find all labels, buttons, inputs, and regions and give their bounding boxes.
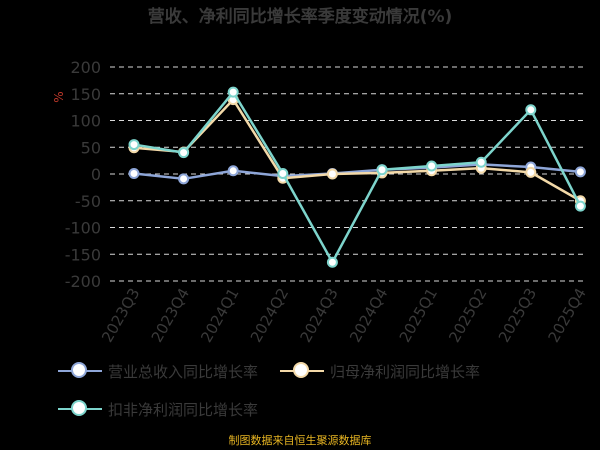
legend-label-revenue: 营业总收入同比增长率 (108, 362, 259, 381)
data-point[interactable] (326, 168, 338, 180)
data-point[interactable] (525, 166, 537, 178)
data-point[interactable] (227, 165, 239, 177)
x-tick-label: 2025Q4 (545, 285, 590, 346)
data-point[interactable] (178, 147, 190, 159)
data-point[interactable] (376, 164, 388, 176)
data-point[interactable] (178, 173, 190, 185)
x-tick-label: 2025Q3 (495, 285, 540, 346)
chart-title: 营收、净利同比增长率季度变动情况(%) (148, 6, 453, 27)
data-point[interactable] (326, 256, 338, 268)
series-line-0 (133, 163, 581, 181)
y-tick-label: 200 (70, 58, 101, 77)
legend: 营业总收入同比增长率 归母净利润同比增长率 扣非净利润同比增长率 (58, 352, 578, 428)
y-axis-unit-label: % (52, 91, 66, 102)
x-tick-label: 2025Q2 (445, 285, 490, 346)
x-tick-label: 2024Q1 (197, 285, 242, 346)
x-tick-label: 2024Q2 (247, 285, 292, 346)
source-footer: 制图数据来自恒生聚源数据库 (228, 434, 372, 447)
legend-marker-revenue (58, 361, 102, 381)
y-tick-label: -50 (75, 192, 101, 211)
y-tick-label: -200 (65, 272, 101, 291)
legend-item-revenue[interactable]: 营业总收入同比增长率 (58, 361, 258, 382)
x-tick-label: 2025Q1 (396, 285, 441, 346)
legend-item-net-profit[interactable]: 归母净利润同比增长率 (280, 361, 480, 382)
series-line-2 (133, 90, 582, 264)
y-tick-label: 150 (70, 85, 101, 104)
y-tick-label: 100 (70, 112, 101, 131)
x-tick-label: 2024Q3 (297, 285, 342, 346)
legend-marker-deducted-profit (58, 399, 102, 419)
y-tick-label: -100 (65, 219, 101, 238)
data-point[interactable] (525, 104, 537, 116)
y-tick-label: -150 (65, 245, 101, 264)
data-point[interactable] (426, 160, 438, 172)
legend-label-net-profit: 归母净利润同比增长率 (330, 362, 481, 381)
series-line-1 (133, 98, 582, 202)
legend-marker-net-profit (280, 361, 325, 381)
legend-item-deducted-profit[interactable]: 扣非净利润同比增长率 (58, 399, 258, 420)
y-tick-label: 0 (91, 165, 101, 184)
data-point[interactable] (574, 200, 586, 212)
data-point[interactable] (574, 166, 586, 178)
data-point[interactable] (128, 167, 140, 179)
legend-label-deducted-profit: 扣非净利润同比增长率 (108, 400, 259, 419)
x-tick-label: 2023Q4 (148, 285, 193, 346)
data-point[interactable] (475, 156, 487, 168)
x-tick-label: 2024Q4 (346, 285, 391, 346)
y-tick-label: 50 (81, 138, 101, 157)
data-point[interactable] (277, 167, 289, 179)
data-point[interactable] (227, 86, 239, 98)
data-point[interactable] (128, 139, 140, 151)
x-tick-label: 2023Q3 (98, 285, 143, 346)
